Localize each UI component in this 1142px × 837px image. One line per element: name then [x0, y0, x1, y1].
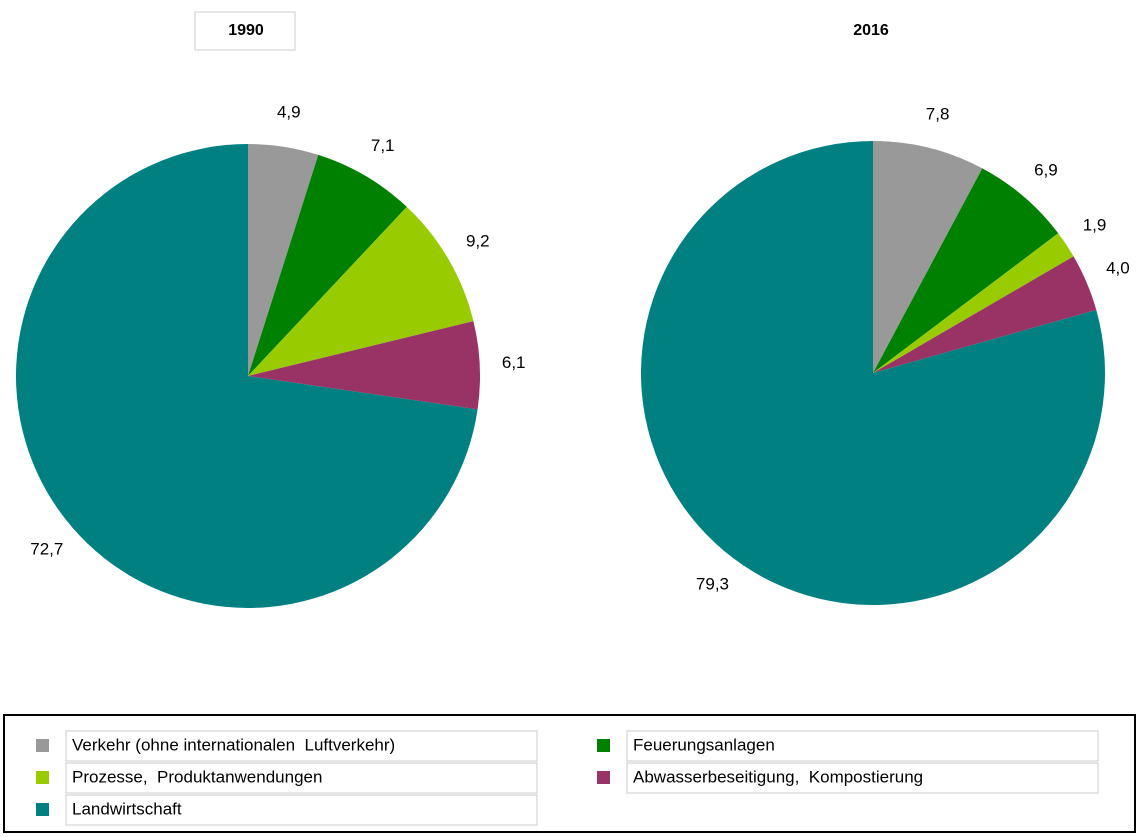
- value-label: 4,0: [1106, 259, 1130, 278]
- pie-slice: [641, 141, 1105, 605]
- pie-slice: [873, 141, 983, 373]
- legend-label-box: [65, 794, 538, 826]
- pie-slice: [248, 144, 319, 376]
- value-label: 9,2: [466, 232, 490, 251]
- value-label: 1,9: [1083, 215, 1107, 234]
- legend-label: Verkehr (ohne internationalen Luftverkeh…: [72, 735, 395, 754]
- legend-label-box: [626, 762, 1099, 794]
- pie-slice: [248, 321, 480, 410]
- value-label: 6,9: [1034, 160, 1058, 179]
- legend-label-box: [65, 762, 538, 794]
- value-label: 7,1: [371, 136, 395, 155]
- pie-slice: [248, 154, 407, 376]
- chart-title: 1990: [228, 22, 264, 39]
- legend-swatch: [36, 739, 49, 752]
- pie-slice: [15, 144, 478, 608]
- legend-label: Prozesse, Produktanwendungen: [72, 767, 322, 786]
- legend-label-box: [626, 730, 1099, 762]
- legend-label: Abwasserbeseitigung, Kompostierung: [633, 767, 923, 786]
- legend-label-box: [65, 730, 538, 762]
- legend-label: Feuerungsanlagen: [633, 735, 775, 754]
- legend-swatch: [597, 771, 610, 784]
- legend-label: Landwirtschaft: [72, 799, 182, 818]
- pie-slice: [873, 168, 1059, 373]
- value-label: 7,8: [926, 104, 950, 123]
- legend-swatch: [597, 739, 610, 752]
- value-label: 79,3: [696, 575, 729, 594]
- value-label: 72,7: [30, 540, 63, 559]
- chart-title: 2016: [853, 22, 889, 39]
- pie-slice: [248, 206, 474, 376]
- legend-swatch: [36, 803, 49, 816]
- pie-slice: [873, 256, 1097, 373]
- value-label: 4,9: [277, 103, 301, 122]
- legend-swatch: [36, 771, 49, 784]
- pie-slice: [873, 233, 1074, 373]
- value-label: 6,1: [502, 353, 526, 372]
- title-box: [194, 11, 296, 51]
